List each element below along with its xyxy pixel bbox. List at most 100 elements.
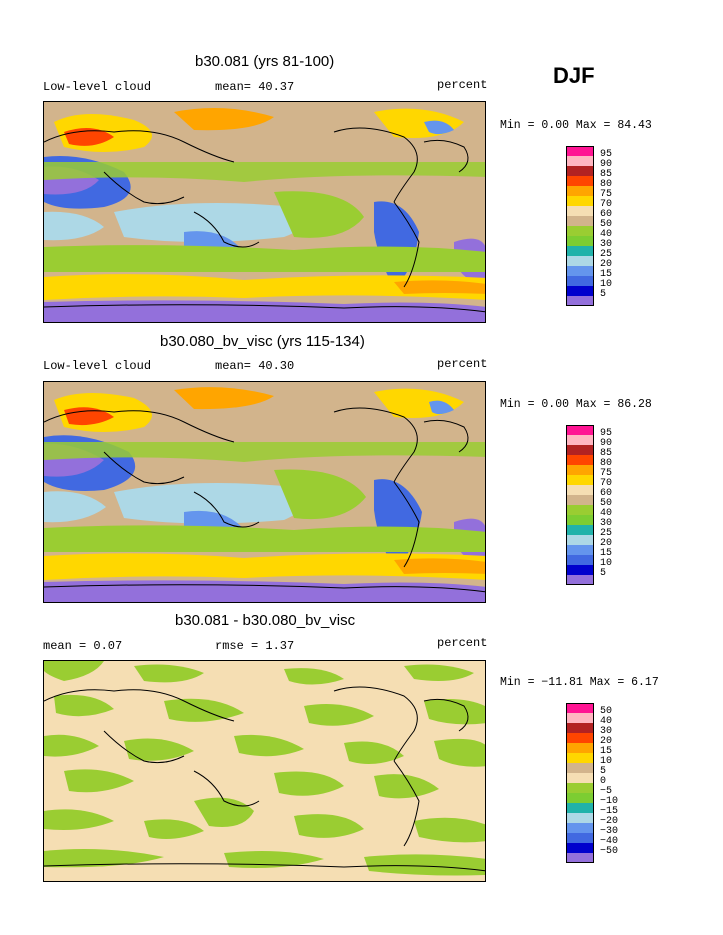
legend-swatch: 25 [566,525,671,539]
panel-2-map-svg [44,382,485,602]
panel-3-map [43,660,486,882]
legend-color-box [566,733,594,743]
legend-swatch: 85 [566,445,671,459]
legend-level-label: 15 [600,548,613,559]
panel-1-min-max: Min = 0.00 Max = 84.43 [500,119,652,132]
legend-level-label: 50 [600,219,613,230]
legend-level-label: 0 [600,776,607,787]
legend-color-box [566,793,594,803]
legend-swatch: 20 [566,733,671,747]
legend-color-box [566,425,594,435]
legend-swatch: 15 [566,743,671,757]
panel-1-units: percent [437,78,488,92]
legend-swatch: 60 [566,485,671,499]
legend-color-box [566,545,594,555]
legend-level-label: 90 [600,159,613,170]
legend-color-box [566,753,594,763]
legend-swatch: 80 [566,176,671,190]
legend-swatch: 90 [566,435,671,449]
legend-color-box [566,236,594,246]
legend-color-box [566,156,594,166]
legend-level-label: −40 [600,836,619,847]
legend-swatch [566,575,671,585]
legend-color-box [566,495,594,505]
legend-level-label: −10 [600,796,619,807]
legend-level-label: 80 [600,179,613,190]
panel-1-map-svg [44,102,485,322]
legend-level-label: 15 [600,269,613,280]
legend-color-box [566,535,594,545]
legend-swatch: 10 [566,753,671,767]
legend-color-box [566,813,594,823]
legend-color-box [566,445,594,455]
legend-color-box [566,783,594,793]
legend-level-label: 10 [600,756,613,767]
legend-swatch: 50 [566,703,671,717]
panel-3-rmse: rmse = 1.37 [215,639,295,653]
legend-color-box [566,246,594,256]
legend-swatch: −10 [566,793,671,807]
legend-swatch: −30 [566,823,671,837]
legend-color-box [566,575,594,585]
legend-color-box [566,853,594,863]
legend-color-box [566,555,594,565]
legend-level-label: 50 [600,706,613,717]
legend-color-box [566,773,594,783]
legend-swatch: 80 [566,455,671,469]
legend-color-box [566,843,594,853]
panel-1-map [43,101,486,323]
legend-color-box [566,763,594,773]
legend-color-box [566,743,594,753]
legend-color-box [566,256,594,266]
legend-color-box [566,226,594,236]
panel-2-mean: mean= 40.30 [215,359,295,373]
legend-swatch: 25 [566,246,671,260]
panel-2-min-max: Min = 0.00 Max = 86.28 [500,398,652,411]
legend-swatch: 50 [566,216,671,230]
legend-color-box [566,455,594,465]
legend-swatch: 95 [566,425,671,439]
legend-swatch [566,853,671,863]
legend-color-box [566,266,594,276]
legend-color-box [566,485,594,495]
panel-3-map-svg [44,661,485,881]
legend-swatch: 5 [566,763,671,777]
panel-1-mean: mean= 40.37 [215,80,295,94]
legend-swatch: 75 [566,465,671,479]
legend-color-box [566,475,594,485]
legend-level-label: −20 [600,816,619,827]
panel-2-units: percent [437,357,488,371]
legend-color-box [566,186,594,196]
panel-2-title: b30.080_bv_visc (yrs 115-134) [160,333,365,350]
legend-color-box [566,206,594,216]
legend-color-box [566,176,594,186]
legend-swatch: 60 [566,206,671,220]
legend-level-label: 75 [600,189,613,200]
legend-level-label: 40 [600,229,613,240]
legend-color-box [566,146,594,156]
legend-level-label: 95 [600,428,613,439]
panel-3-min-max: Min = −11.81 Max = 6.17 [500,676,659,689]
legend-color-box [566,276,594,286]
legend-swatch: 30 [566,515,671,529]
legend-color-box [566,216,594,226]
legend-level-label: 85 [600,169,613,180]
legend-level-label: 50 [600,498,613,509]
panel-3-legend: 50 40 30 20 15 10 5 0 −5 −10 −15 −20 −30 −40 −50 [566,703,671,863]
legend-swatch: 0 [566,773,671,787]
legend-level-label: 10 [600,279,613,290]
legend-color-box [566,525,594,535]
legend-level-label: −30 [600,826,619,837]
legend-level-label: 20 [600,538,613,549]
legend-swatch: 10 [566,276,671,290]
legend-swatch: −40 [566,833,671,847]
legend-level-label: 15 [600,746,613,757]
legend-swatch: 15 [566,266,671,280]
legend-swatch: 70 [566,196,671,210]
legend-level-label: 60 [600,488,613,499]
legend-level-label: 20 [600,736,613,747]
legend-color-box [566,515,594,525]
legend-swatch: 20 [566,256,671,270]
legend-color-box [566,833,594,843]
legend-level-label: 80 [600,458,613,469]
